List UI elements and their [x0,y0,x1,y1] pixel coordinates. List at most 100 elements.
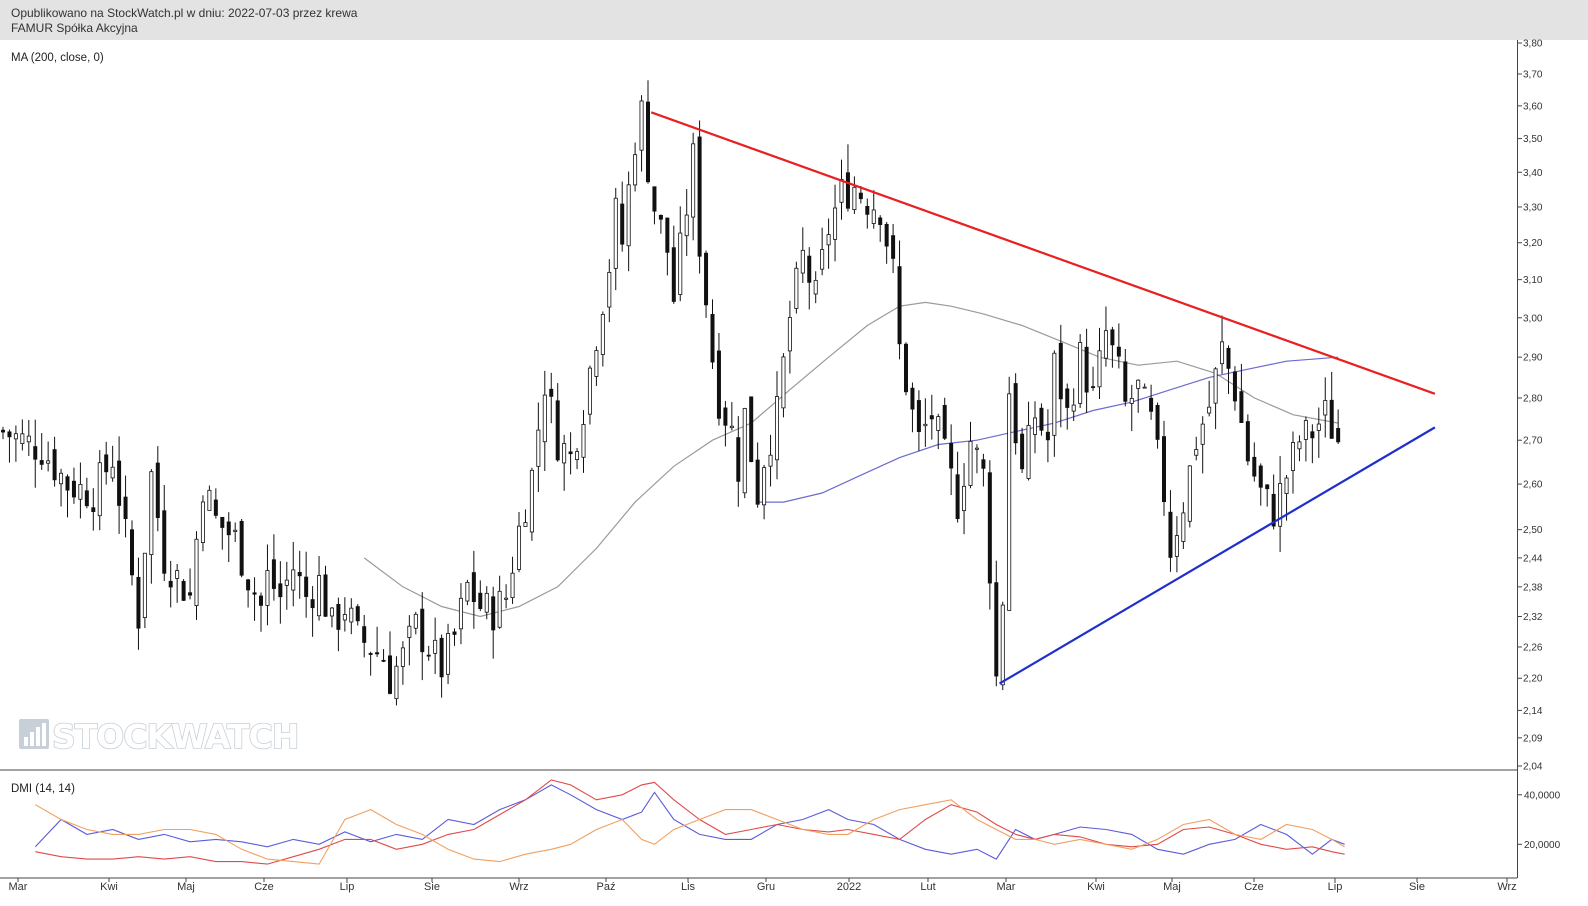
candle [646,80,651,184]
candle [349,598,354,635]
candle [465,579,470,606]
candle [317,556,322,621]
candle [323,565,328,617]
candle [168,560,173,608]
candle [871,190,876,229]
candle [291,541,296,607]
candle [149,469,154,584]
ma200-line [363,301,1339,618]
candle [362,614,367,658]
time-tick-label: Lis [681,881,696,893]
candle [1207,380,1212,417]
candle [813,271,818,304]
candle [162,485,167,581]
candle [342,597,347,632]
candle [207,485,212,511]
time-tick: Kwi [1087,878,1105,893]
candle [1239,363,1244,423]
time-tick: Lis [681,878,696,893]
time-tick-label: Sie [424,881,440,893]
candle [1007,376,1012,611]
candle [1194,436,1199,461]
candle [820,227,825,276]
candle [78,462,83,519]
candle [91,488,96,531]
candle [665,217,670,276]
candle [736,416,741,507]
candle [1033,401,1038,454]
candle [768,434,773,487]
price-y-axis: 3,80 3,70 3,60 3,50 3,40 3,30 3,20 3,10 3,00 2,90… [1517,39,1543,773]
price-tick-label: 3,10 [1523,275,1543,286]
candle [387,631,392,695]
candle [510,556,515,604]
candle [39,433,44,470]
candle [1142,383,1147,389]
time-tick: Lut [920,878,936,893]
candle [252,577,257,621]
candle [381,649,386,663]
time-tick: Kwi [100,878,118,893]
candle [942,397,947,440]
price-tick: 2,09 [1517,733,1543,744]
time-tick: Mar [9,878,28,893]
candle [233,522,238,543]
candle [1265,484,1270,507]
candle [678,206,683,302]
candle [336,597,341,652]
candle [1162,420,1167,516]
candle [742,407,747,499]
price-tick-label: 2,90 [1523,353,1543,364]
stockwatch-logo: STOCKWATCH [19,716,300,757]
price-tick: 2,38 [1517,582,1543,593]
price-tick: 3,10 [1517,275,1543,286]
trendline [998,426,1436,685]
dmi-tick-label: 20,0000 [1524,840,1561,851]
time-tick: Mar [997,878,1016,893]
time-tick: Cze [254,878,274,893]
candle [1000,601,1005,691]
candle [175,563,180,603]
candle [368,651,373,676]
candle [1020,427,1025,474]
price-tick: 2,32 [1517,612,1543,623]
candle [271,534,276,601]
published-info: Opublikowano na StockWatch.pl w dniu: 20… [11,6,358,20]
candle [1116,323,1121,369]
candle [794,261,799,314]
time-tick-label: Kwi [100,881,118,893]
candle [1316,407,1321,458]
candle [878,215,883,242]
candle [1097,327,1102,400]
price-tick-label: 2,80 [1523,393,1543,404]
time-tick-label: Maj [1163,881,1181,893]
candle [755,442,760,508]
candle [188,568,193,600]
candle [800,227,805,283]
candlestick-series [0,80,1341,706]
candle [1291,431,1296,494]
candle [613,187,618,291]
candle [458,583,463,645]
price-tick-label: 3,30 [1523,202,1543,213]
price-tick: 3,60 [1517,101,1543,112]
time-tick: Wrz [1497,878,1517,893]
candle [600,311,605,367]
price-tick: 2,90 [1517,353,1543,364]
candle [246,578,251,608]
time-tick: Lip [1328,878,1342,893]
candle [568,432,573,475]
candle [994,560,999,687]
candle [129,520,134,586]
candle [1149,384,1154,420]
candle [304,551,309,618]
candle [1058,324,1063,428]
candle [955,451,960,523]
candle [555,383,560,462]
candle [1078,334,1083,408]
candle [194,531,199,620]
candle [845,144,850,212]
time-tick-label: Cze [1244,881,1264,893]
candle [155,446,160,532]
time-tick: Paź [597,878,615,893]
